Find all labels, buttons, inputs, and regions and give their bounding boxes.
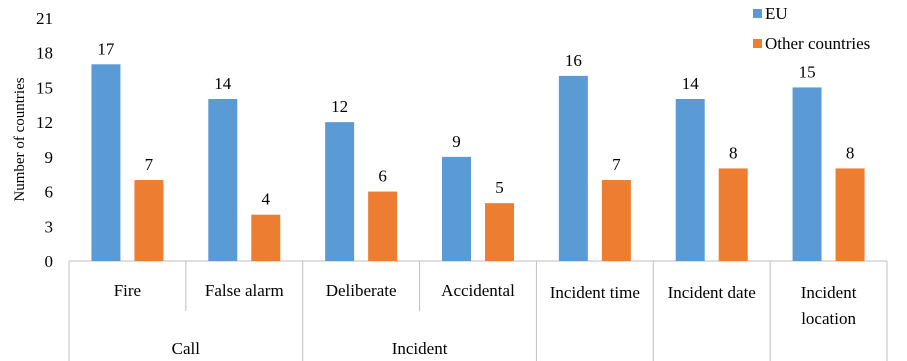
legend-swatch	[753, 9, 762, 18]
chart-x-axis: Fire False alarm Deliberate Accidental Incid…	[68, 261, 888, 361]
bar-other-countries	[485, 203, 514, 261]
bar-value-label: 17	[97, 39, 115, 58]
legend-label: EU	[765, 4, 788, 23]
y-axis-title: Number of countries	[12, 77, 28, 201]
y-tick-label: 6	[45, 183, 54, 202]
bar-value-label: 14	[682, 74, 700, 93]
bar-other-countries	[718, 168, 748, 261]
y-tick-label: 9	[45, 148, 54, 167]
bar-eu	[675, 99, 705, 261]
y-tick-label: 12	[36, 113, 53, 132]
x-tick-label: False alarm	[205, 281, 284, 300]
bar-other-countries	[368, 191, 398, 261]
bar-eu	[208, 99, 238, 261]
bar-value-label: 14	[214, 74, 232, 93]
bar-value-label: 16	[565, 51, 582, 70]
x-group-label: Call	[172, 339, 201, 358]
bar-value-label: 15	[799, 62, 816, 81]
bar-value-label: 5	[495, 178, 504, 197]
bar-other-countries	[134, 180, 164, 261]
x-tick-label: Incident date	[668, 283, 756, 302]
chart-legend: EU Other countries	[753, 4, 870, 53]
bar-value-label: 4	[262, 190, 271, 209]
bar-eu	[325, 122, 355, 262]
bar-other-countries	[835, 168, 865, 261]
chart-axes: Number of countries 0 3 6 9 12 15 18 21	[12, 9, 887, 271]
bar-value-label: 6	[378, 167, 387, 186]
bar-eu	[442, 156, 471, 261]
chart-data-labels: 17 14 12 9 16 14 15 7 4 6 5 7 8 8	[97, 39, 854, 208]
y-tick-label: 15	[36, 78, 53, 97]
x-tick-label: Accidental	[441, 281, 515, 300]
y-tick-label: 3	[45, 217, 54, 236]
bar-other-countries	[601, 180, 631, 261]
bar-eu	[558, 75, 588, 261]
bar-eu	[792, 87, 822, 261]
bar-other-countries	[251, 214, 281, 261]
bar-value-label: 7	[612, 155, 621, 174]
chart-bars	[91, 64, 865, 262]
legend-label: Other countries	[765, 34, 870, 53]
bar-value-label: 8	[729, 143, 738, 162]
x-tick-label: location	[801, 309, 856, 328]
x-tick-label: Deliberate	[326, 281, 397, 300]
legend-swatch	[753, 39, 762, 48]
y-tick-label: 0	[45, 252, 54, 271]
bar-value-label: 9	[452, 132, 461, 151]
x-tick-label: Fire	[114, 281, 141, 300]
y-tick-label: 21	[36, 9, 53, 28]
bar-eu	[91, 64, 121, 262]
x-tick-label: Incident	[801, 283, 857, 302]
y-tick-label: 18	[36, 44, 53, 63]
bar-value-label: 8	[846, 143, 855, 162]
x-tick-label: Incident time	[550, 283, 640, 302]
bar-value-label: 7	[145, 155, 154, 174]
x-group-label: Incident	[392, 339, 448, 358]
bar-value-label: 12	[331, 97, 348, 116]
